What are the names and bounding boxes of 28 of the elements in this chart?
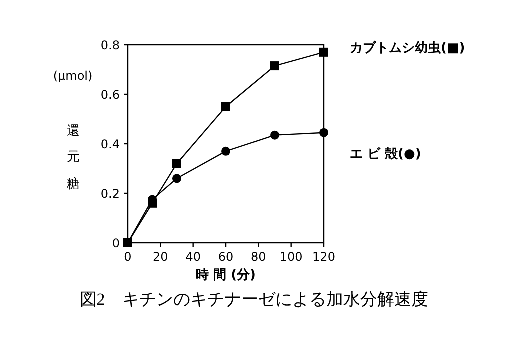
series-label: カブトムシ幼虫(■)	[350, 40, 466, 56]
y-tick-label: 0.2	[100, 187, 120, 201]
x-axis-title: 時 間 (分)	[196, 268, 256, 283]
point	[124, 238, 132, 248]
point	[172, 159, 182, 168]
y-tick-label: 0.4	[100, 138, 120, 152]
x-tick-label: 80	[251, 250, 266, 264]
x-tick-label: 20	[153, 250, 168, 264]
point	[270, 130, 280, 140]
y-tick-label: 0	[112, 236, 120, 250]
point	[222, 102, 230, 112]
x-tick-label: 100	[280, 250, 303, 264]
y-tick-label: 0.6	[100, 88, 120, 102]
y-tick-label: 0.8	[100, 38, 120, 52]
x-tick-label: 120	[312, 250, 336, 264]
point	[222, 146, 230, 156]
x-tick-label: 40	[186, 250, 201, 264]
point	[172, 174, 182, 184]
point	[148, 198, 157, 208]
point	[320, 128, 328, 138]
text: (μmol)	[53, 69, 93, 83]
point	[320, 48, 328, 57]
x-tick-label: 0	[124, 250, 132, 264]
series-label: エ ビ 殻(●)	[350, 147, 422, 162]
text: 図2 キチンのキチナーゼによる加水分解速度	[80, 290, 428, 309]
y-axis-title: 還元糖	[66, 114, 80, 192]
point	[270, 62, 280, 71]
x-tick-label: 60	[218, 250, 234, 264]
